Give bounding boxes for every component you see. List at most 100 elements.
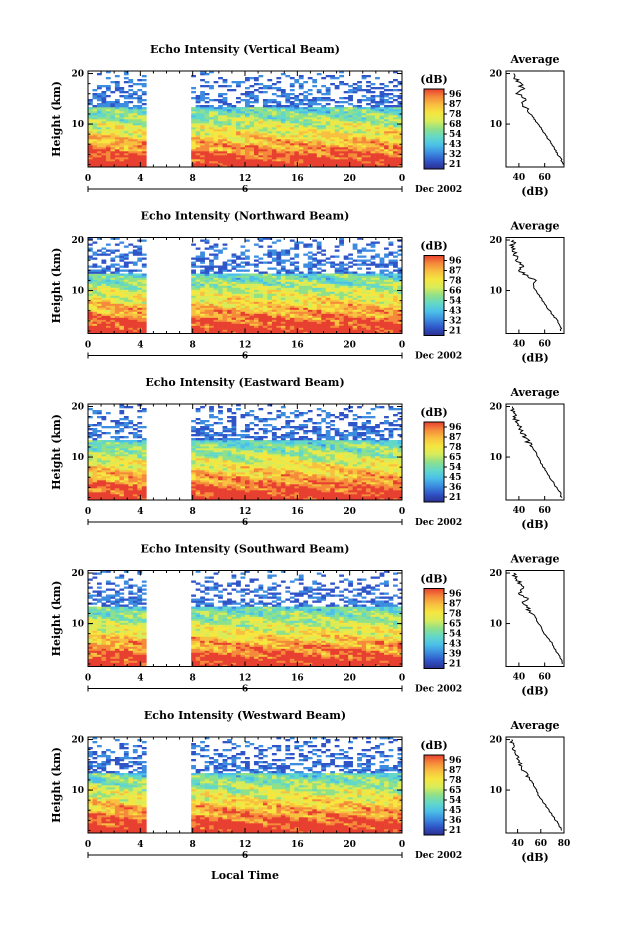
heatmap-cell [101,125,107,128]
heatmap-cell [132,297,138,300]
heatmap-cell [236,115,241,118]
heatmap-cell [240,137,246,140]
heatmap-cell [267,127,273,130]
heatmap-cell [236,301,241,304]
heatmap-cell [191,129,196,132]
heatmap-cell [110,293,116,296]
heatmap-cell [357,155,362,158]
heatmap-cell [222,287,228,290]
heatmap-cell [312,315,318,318]
heatmap-cell [384,105,389,108]
heatmap-cell [397,157,403,160]
heatmap-cell [298,123,304,126]
heatmap-cell [366,249,371,252]
heatmap-cell [101,273,107,276]
heatmap-cell [132,269,138,272]
heatmap-cell [370,111,376,114]
heatmap-cell [307,313,313,316]
heatmap-cell [262,325,268,328]
heatmap-cell [366,279,371,282]
heatmap-cell [370,263,376,266]
heatmap-cell [375,287,380,290]
heatmap-cell [141,79,147,82]
heatmap-cell [245,147,250,150]
heatmap-cell [209,496,214,499]
heatmap-cell [294,95,300,98]
heatmap-cell [218,287,223,290]
heatmap-cell [200,115,205,118]
heatmap-cell [137,323,143,326]
heatmap-cell [357,494,362,497]
heatmap-cell [132,109,138,112]
heatmap-cell [253,95,259,98]
heatmap-cell [245,496,250,499]
heatmap-cell [289,273,295,276]
heatmap-cell [289,297,295,300]
heatmap-cell [258,165,264,168]
heatmap-cell [271,331,277,334]
heatmap-cell [141,498,147,501]
heatmap-cell [267,496,273,499]
heatmap-cell [388,299,394,302]
heatmap-cell [245,157,250,160]
heatmap-cell [218,249,223,252]
heatmap-cell [128,327,134,330]
heatmap-cell [316,303,322,306]
heatmap-cell [218,93,223,96]
heatmap-cell [393,307,398,310]
heatmap-cell [330,494,336,497]
heatmap-cell [218,135,223,138]
y-tick-label: 20 [71,236,84,246]
heatmap-cell [384,149,389,152]
heatmap-cell [285,113,291,116]
heatmap-cell [200,325,205,328]
heatmap-cell [191,317,196,320]
heatmap-cell [388,319,394,322]
heatmap-cell [200,105,205,108]
heatmap-cell [200,329,205,332]
heatmap-cell [348,103,353,106]
heatmap-cell [191,299,196,302]
heatmap-cell [137,161,143,164]
heatmap-cell [200,111,205,114]
heatmap-cell [330,125,336,128]
heatmap-cell [361,319,367,322]
heatmap-cell [294,323,300,326]
heatmap-cell [280,299,286,302]
heatmap-cell [253,123,259,126]
heatmap-cell [222,121,228,124]
heatmap-cell [253,149,259,152]
heatmap-cell [343,275,349,278]
heatmap-cell [119,157,125,160]
heatmap-cell [222,143,228,146]
heatmap-cell [92,143,98,146]
heatmap-cell [101,285,107,288]
heatmap-cell [119,301,125,304]
heatmap-cell [119,133,125,136]
heatmap-cell [262,135,268,138]
heatmap-cell [316,89,322,92]
heatmap-cell [321,313,327,316]
heatmap-cell [384,137,389,140]
heatmap-cell [195,121,201,124]
heatmap-cell [280,95,286,98]
heatmap-cell [348,133,353,136]
heatmap-cell [289,93,295,96]
heatmap-cell [388,303,394,306]
heatmap-cell [101,317,107,320]
heatmap-cell [128,329,134,332]
heatmap-cell [132,127,138,130]
heatmap-cell [267,492,273,495]
heatmap-cell [132,494,138,497]
heatmap-cell [388,147,394,150]
heatmap-cell [96,299,102,302]
heatmap-cell [285,498,291,501]
heatmap-cell [204,271,210,274]
heatmap-cell [128,331,134,334]
heatmap-cell [379,165,385,168]
heatmap-cell [307,129,313,132]
heatmap-cell [88,285,93,288]
heatmap-cell [141,281,147,284]
heatmap-cell [245,161,250,164]
heatmap-cell [397,117,403,120]
